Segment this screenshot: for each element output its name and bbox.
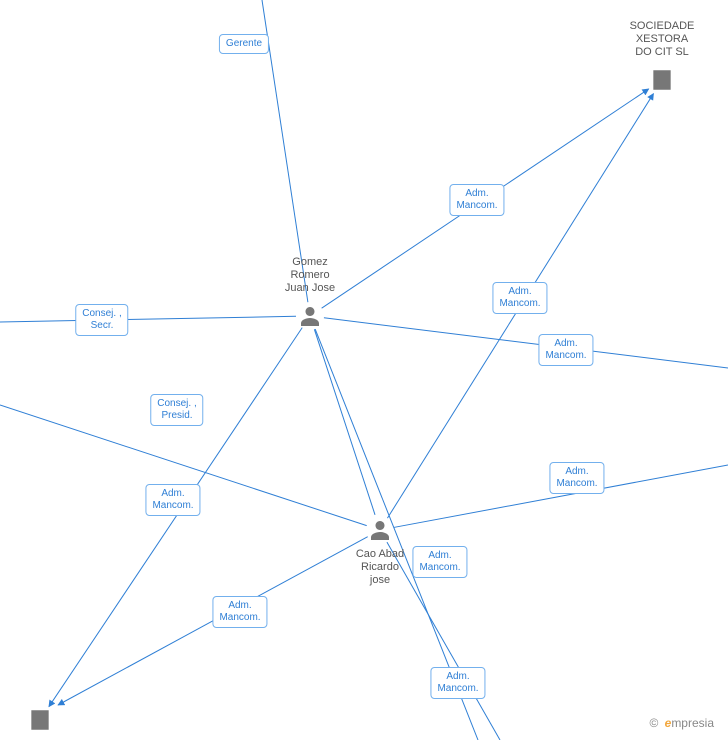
edge-label: Adm. Mancom. — [145, 484, 200, 516]
edge-line — [324, 318, 728, 368]
edge-line — [314, 329, 375, 514]
edge-label: Adm. Mancom. — [492, 282, 547, 314]
edge-line — [49, 328, 302, 707]
edge-label: Adm. Mancom. — [430, 667, 485, 699]
person-icon[interactable] — [298, 304, 322, 328]
edge-label: Adm. Mancom. — [449, 184, 504, 216]
edge-label: Consej. , Presid. — [150, 394, 203, 426]
building-icon[interactable] — [649, 67, 675, 93]
edge-line — [0, 316, 296, 322]
network-svg — [0, 0, 728, 740]
edge-label: Adm. Mancom. — [549, 462, 604, 494]
edge-label: Adm. Mancom. — [212, 596, 267, 628]
building-icon[interactable] — [27, 707, 53, 733]
person-icon[interactable] — [368, 518, 392, 542]
copyright-symbol: © — [649, 716, 658, 730]
watermark: © empresia — [649, 716, 714, 730]
edge-label: Consej. , Secr. — [75, 304, 128, 336]
edge-label: Adm. Mancom. — [412, 546, 467, 578]
edge-label: Gerente — [219, 34, 269, 54]
edge-label: Adm. Mancom. — [538, 334, 593, 366]
brand-rest: mpresia — [671, 716, 714, 730]
